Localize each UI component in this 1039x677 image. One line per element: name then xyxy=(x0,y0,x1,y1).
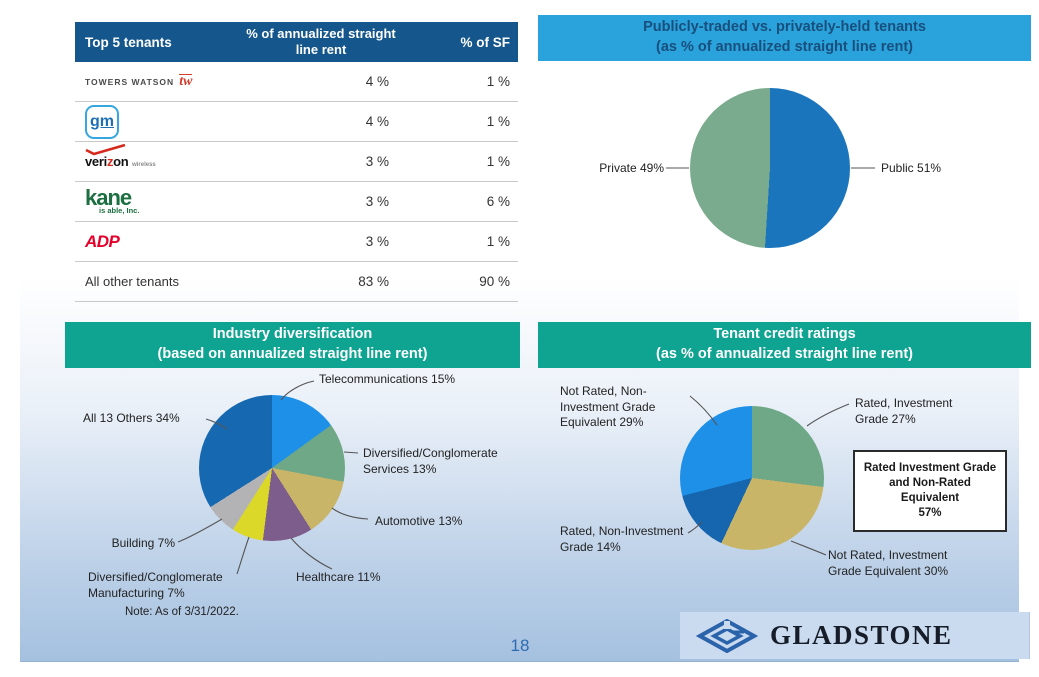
all-other-tenants-label: All other tenants xyxy=(85,274,179,289)
pie-label-public: Public 51% xyxy=(881,161,942,175)
verizon-wordmark-pre: veri xyxy=(85,154,107,169)
top-tenants-table: Top 5 tenants % of annualized straight l… xyxy=(75,22,518,302)
chart-title: Tenant credit ratings xyxy=(713,326,856,342)
rent-value: 3 % xyxy=(365,194,389,209)
rent-value: 3 % xyxy=(365,234,389,249)
credit-ratings-pie xyxy=(680,406,824,550)
gm-wordmark: gm xyxy=(90,112,114,130)
verizon-wordmark-z: z xyxy=(106,154,114,169)
page-number: 18 xyxy=(510,636,530,655)
table-row: ADP 3 % 1 % xyxy=(75,222,518,262)
industry-diversification-chart-panel: Industry diversification (based on annua… xyxy=(65,322,520,627)
callout-text: Rated Investment Grade and Non-Rated Equ… xyxy=(863,462,997,504)
pie-label-telecommunications: Telecommunications 15% xyxy=(319,372,456,386)
pie-label-not-rated-investment: Not Rated, Investment Grade Equivalent 3… xyxy=(828,548,949,578)
as-of-note: Note: As of 3/31/2022. xyxy=(125,606,239,618)
chart-title: Industry diversification xyxy=(212,326,373,342)
pie-label-automotive: Automotive 13% xyxy=(375,514,463,528)
table-row: kane is able, Inc. 3 % 6 % xyxy=(75,182,518,222)
public-private-pie xyxy=(690,88,850,248)
rent-value: 83 % xyxy=(358,274,389,289)
table-row: All other tenants 83 % 90 % xyxy=(75,262,518,302)
chart-subtitle: (based on annualized straight line rent) xyxy=(157,345,428,362)
towers-watson-logo: TOWERS WATSON tw xyxy=(75,74,237,89)
public-private-chart-panel: Publicly-traded vs. privately-held tenan… xyxy=(538,15,1031,310)
gm-logo: gm xyxy=(75,104,237,139)
pie-label-not-rated-non-investment: Not Rated, Non-Investment Grade Equivale… xyxy=(560,384,656,430)
verizon-check-icon xyxy=(85,144,126,156)
towers-watson-mark-icon: tw xyxy=(179,74,193,89)
sf-value: 6 % xyxy=(486,194,510,209)
table-header-tenants: Top 5 tenants xyxy=(85,34,172,50)
table-header-row: Top 5 tenants % of annualized straight l… xyxy=(75,22,518,62)
pie-label-building: Building 7% xyxy=(111,536,175,550)
chart-subtitle: (as % of annualized straight line rent) xyxy=(655,345,913,362)
gladstone-logo: GLADSTONE xyxy=(680,612,1030,659)
pie-label-rated-investment: Rated, Investment Grade 27% xyxy=(855,396,953,426)
sf-value: 1 % xyxy=(486,114,510,129)
gm-logo-icon: gm xyxy=(85,104,119,139)
gladstone-diamond-icon xyxy=(696,618,758,653)
pie-label-div-cong-manufacturing: Diversified/Conglomerate Manufacturing 7… xyxy=(88,570,223,600)
chart-subtitle: (as % of annualized straight line rent) xyxy=(655,38,913,55)
pie-label-rated-non-investment: Rated, Non-Investment Grade 14% xyxy=(560,524,684,554)
rent-value: 4 % xyxy=(365,74,389,89)
verizon-wordmark-post: on xyxy=(113,154,129,169)
towers-watson-wordmark: TOWERS WATSON xyxy=(85,76,175,87)
kane-logo: kane is able, Inc. xyxy=(75,185,237,215)
chart-title: Publicly-traded vs. privately-held tenan… xyxy=(643,19,926,35)
kane-tagline: is able, Inc. xyxy=(99,205,140,215)
table-header-sf: % of SF xyxy=(460,34,511,50)
industry-pie xyxy=(199,395,345,541)
adp-logo: ADP xyxy=(75,232,237,252)
chart-title-bar: Tenant credit ratings (as % of annualize… xyxy=(538,322,1031,369)
sf-value: 1 % xyxy=(486,74,510,89)
gladstone-wordmark: GLADSTONE xyxy=(770,620,953,650)
chart-title-bar: Industry diversification (based on annua… xyxy=(65,322,520,369)
verizon-logo: verizon wireless xyxy=(75,144,237,169)
sf-value: 1 % xyxy=(486,154,510,169)
pie-label-div-cong-services: Diversified/Conglomerate Services 13% xyxy=(363,446,498,476)
investment-grade-callout: Rated Investment Grade and Non-Rated Equ… xyxy=(853,450,1007,532)
pie-label-healthcare: Healthcare 11% xyxy=(296,570,381,584)
table-row: verizon wireless 3 % 1 % xyxy=(75,142,518,182)
table-row: gm 4 % 1 % xyxy=(75,102,518,142)
chart-title-bar: Publicly-traded vs. privately-held tenan… xyxy=(538,15,1031,62)
rent-value: 4 % xyxy=(365,114,389,129)
sf-value: 90 % xyxy=(479,274,510,289)
table-row: TOWERS WATSON tw 4 % 1 % xyxy=(75,62,518,102)
credit-ratings-chart-panel: Tenant credit ratings (as % of annualize… xyxy=(538,322,1031,627)
rent-value: 3 % xyxy=(365,154,389,169)
pie-label-private: Private 49% xyxy=(599,161,664,175)
verizon-wireless-label: wireless xyxy=(132,162,156,168)
adp-wordmark: ADP xyxy=(85,231,120,251)
table-header-rent: % of annualized straight line rent xyxy=(246,25,396,57)
callout-value: 57% xyxy=(918,506,942,519)
kane-wordmark: kane xyxy=(85,185,132,211)
sf-value: 1 % xyxy=(486,234,510,249)
pie-label-all-others: All 13 Others 34% xyxy=(83,411,180,425)
